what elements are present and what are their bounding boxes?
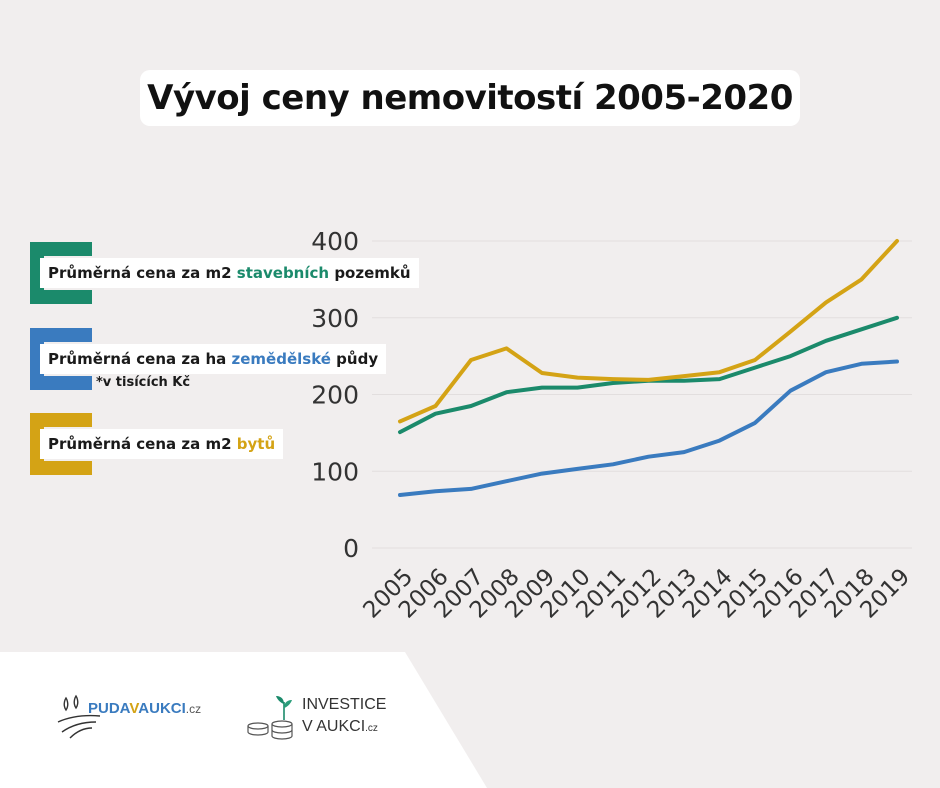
y-tick-label: 200	[311, 381, 359, 410]
logo-text: PUDA	[88, 700, 130, 717]
legend-label: Průměrná cena za m2 stavebních pozemků	[40, 258, 419, 288]
investice-line1: INVESTICE	[302, 696, 387, 713]
line-chart: 0100200300400200520062007200820092010201…	[311, 227, 915, 624]
y-tick-label: 300	[311, 304, 359, 333]
y-tick-label: 0	[343, 534, 359, 563]
coins-plant-icon	[247, 696, 293, 740]
logo-text: .cz	[185, 702, 202, 716]
pudavaukci-wordmark: PUDAVAUKCI.cz	[88, 700, 201, 717]
legend-text: Průměrná cena za m2	[48, 435, 232, 453]
investice-line2: V AUKCI.cz	[302, 718, 378, 736]
series-line-zemedelska	[398, 359, 899, 497]
legend-text: Průměrná cena za m2	[48, 264, 232, 282]
y-tick-label: 400	[311, 227, 359, 256]
logo-text: V AUKCI	[302, 718, 366, 735]
title-box: Vývoj ceny nemovitostí 2005-2020	[140, 70, 800, 126]
unit-note: *v tisících Kč	[96, 375, 191, 390]
y-tick-label: 100	[311, 457, 359, 486]
chart-title: Vývoj ceny nemovitostí 2005-2020	[147, 78, 793, 118]
legend-label: Průměrná cena za m2 bytů	[40, 429, 284, 459]
logo-text: .cz	[365, 723, 378, 734]
legend-text: Průměrná cena za ha	[48, 350, 227, 368]
legend-text: půdy	[336, 350, 379, 368]
legend-highlight: bytů	[236, 435, 276, 453]
legend-text: pozemků	[334, 264, 411, 282]
logo-text: AUKCI	[138, 700, 186, 717]
investice-logo: INVESTICE V AUKCI.cz	[244, 690, 414, 746]
logo-text: V	[129, 700, 139, 717]
legend-label: Průměrná cena za ha zemědělské půdy	[40, 344, 387, 374]
field-icon	[57, 694, 101, 739]
pudavaukci-logo: PUDAVAUKCI.cz	[56, 692, 236, 742]
legend-highlight: stavebních	[236, 264, 330, 282]
series-line-byty	[398, 239, 899, 424]
footer-panel	[0, 652, 487, 788]
legend-highlight: zemědělské	[231, 350, 331, 368]
